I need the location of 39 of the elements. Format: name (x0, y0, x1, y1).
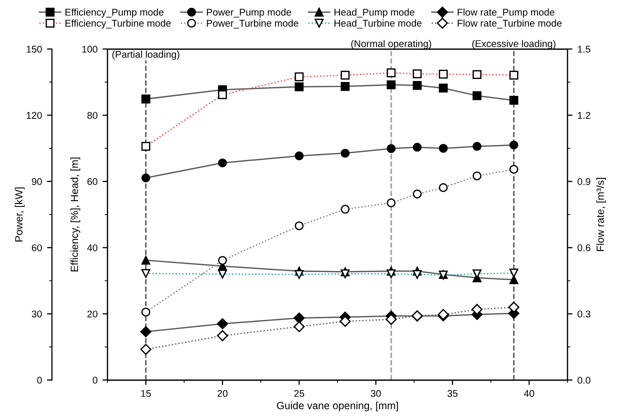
legend-label: Flow rate_Pump mode (458, 8, 554, 18)
y-tick-label: 40 (87, 244, 98, 252)
x-tick-label: 40 (524, 390, 534, 397)
legend-label: Efficiency_Pump mode (65, 8, 164, 18)
legend-label: Efficiency_Turbine mode (65, 20, 171, 29)
legend-label: Power_Turbine mode (206, 20, 298, 28)
y-tick-label: 80 (87, 112, 98, 119)
y2-tick-label: 1.2 (578, 112, 590, 119)
ref-line-label: (Normal operating) (351, 40, 432, 50)
x-axis-title: Guide vane opening, [mm] (276, 402, 398, 412)
y2-tick-label: 0.0 (578, 376, 590, 384)
y2-tick-label: 0.3 (578, 310, 590, 318)
y2-tick-label: 1.5 (578, 46, 590, 53)
legend-label: Flow rate_Turbine mode (458, 20, 562, 28)
x-tick-label: 20 (218, 390, 228, 397)
y-tick-label: 0 (92, 376, 98, 384)
y3-tick-label: 30 (32, 310, 42, 318)
legend-label: Head_Pump mode (334, 8, 414, 18)
y3-tick-label: 90 (32, 178, 42, 186)
ref-line-label: (Excessive loading) (472, 40, 556, 50)
y-tick-label: 20 (87, 310, 98, 318)
legend-label: Power_Pump mode (206, 8, 292, 18)
y2-tick-label: 0.6 (578, 244, 590, 252)
y2-tick-label: 0.9 (578, 178, 590, 186)
y-tick-label: 60 (87, 178, 98, 186)
y3-tick-label: 0 (37, 376, 42, 384)
y3-tick-label: 60 (32, 244, 42, 252)
x-tick-label: 35 (447, 390, 458, 397)
x-tick-label: 25 (294, 390, 304, 397)
x-tick-label: 15 (141, 390, 151, 397)
y-axis-title: Efficiency, [%], Head, [m] (70, 158, 80, 272)
y-tick-label: 100 (82, 46, 98, 53)
x-tick-label: 30 (370, 390, 381, 397)
ref-line-label: (Partial loading) (112, 50, 180, 60)
legend-label: Head_Turbine mode (334, 20, 422, 28)
y3-axis-title: Power, [kW] (14, 187, 25, 242)
y3-tick-label: 120 (26, 112, 42, 119)
y3-tick-label: 150 (26, 46, 42, 53)
y2-axis-title: Flow rate, [m³/s] (596, 178, 606, 251)
